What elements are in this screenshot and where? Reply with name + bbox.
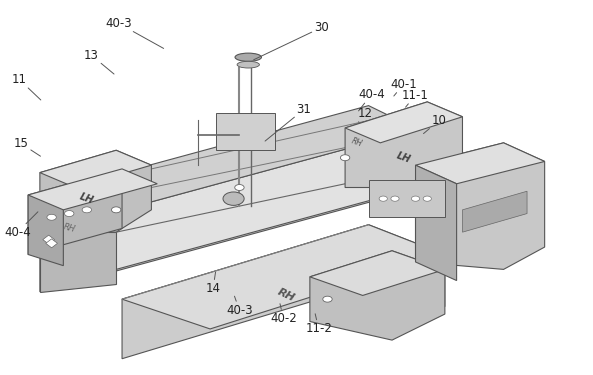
Text: RH: RH <box>276 287 296 304</box>
Text: 30: 30 <box>254 21 329 60</box>
Polygon shape <box>40 143 445 269</box>
Text: 15: 15 <box>14 137 40 156</box>
Circle shape <box>323 296 332 302</box>
Text: 40-1: 40-1 <box>390 78 417 96</box>
Text: 10: 10 <box>423 114 447 134</box>
Text: LH: LH <box>396 151 412 165</box>
Polygon shape <box>463 191 527 232</box>
Text: RH: RH <box>62 222 76 234</box>
Text: 11-2: 11-2 <box>305 314 332 336</box>
Polygon shape <box>416 143 544 269</box>
Polygon shape <box>40 143 445 292</box>
Polygon shape <box>310 251 445 340</box>
Circle shape <box>111 207 121 213</box>
Polygon shape <box>28 169 157 210</box>
Ellipse shape <box>235 53 262 62</box>
Polygon shape <box>122 225 445 359</box>
Text: LH: LH <box>78 192 95 206</box>
Text: 40-4: 40-4 <box>4 212 38 238</box>
Polygon shape <box>40 150 151 232</box>
Polygon shape <box>28 195 63 266</box>
Polygon shape <box>40 106 445 232</box>
Text: 11: 11 <box>12 73 41 100</box>
Circle shape <box>379 196 387 201</box>
Circle shape <box>391 196 399 201</box>
Polygon shape <box>122 225 445 329</box>
Polygon shape <box>43 235 55 244</box>
Polygon shape <box>40 150 151 188</box>
Circle shape <box>47 214 56 220</box>
Text: 40-3: 40-3 <box>106 17 164 48</box>
Circle shape <box>223 192 244 206</box>
Polygon shape <box>46 239 58 248</box>
Text: LH: LH <box>476 205 496 222</box>
Text: RH: RH <box>350 137 364 149</box>
Polygon shape <box>28 169 122 255</box>
Polygon shape <box>369 180 445 217</box>
Text: 11-1: 11-1 <box>402 89 429 107</box>
Polygon shape <box>416 165 457 280</box>
Circle shape <box>423 196 431 201</box>
Text: 14: 14 <box>206 272 221 295</box>
Polygon shape <box>40 232 116 292</box>
Polygon shape <box>345 102 463 143</box>
Polygon shape <box>216 113 275 150</box>
Text: 40-4: 40-4 <box>358 88 385 111</box>
Text: 13: 13 <box>84 49 114 74</box>
Circle shape <box>412 196 420 201</box>
Circle shape <box>65 211 74 216</box>
Circle shape <box>340 155 350 161</box>
Text: 40-3: 40-3 <box>226 296 253 317</box>
Circle shape <box>235 184 244 190</box>
Polygon shape <box>416 143 544 184</box>
Polygon shape <box>310 251 445 296</box>
Polygon shape <box>345 102 463 188</box>
Ellipse shape <box>237 62 259 68</box>
Circle shape <box>82 207 91 213</box>
Text: 31: 31 <box>265 103 311 141</box>
Text: 12: 12 <box>358 106 373 122</box>
Text: 40-2: 40-2 <box>270 304 297 325</box>
